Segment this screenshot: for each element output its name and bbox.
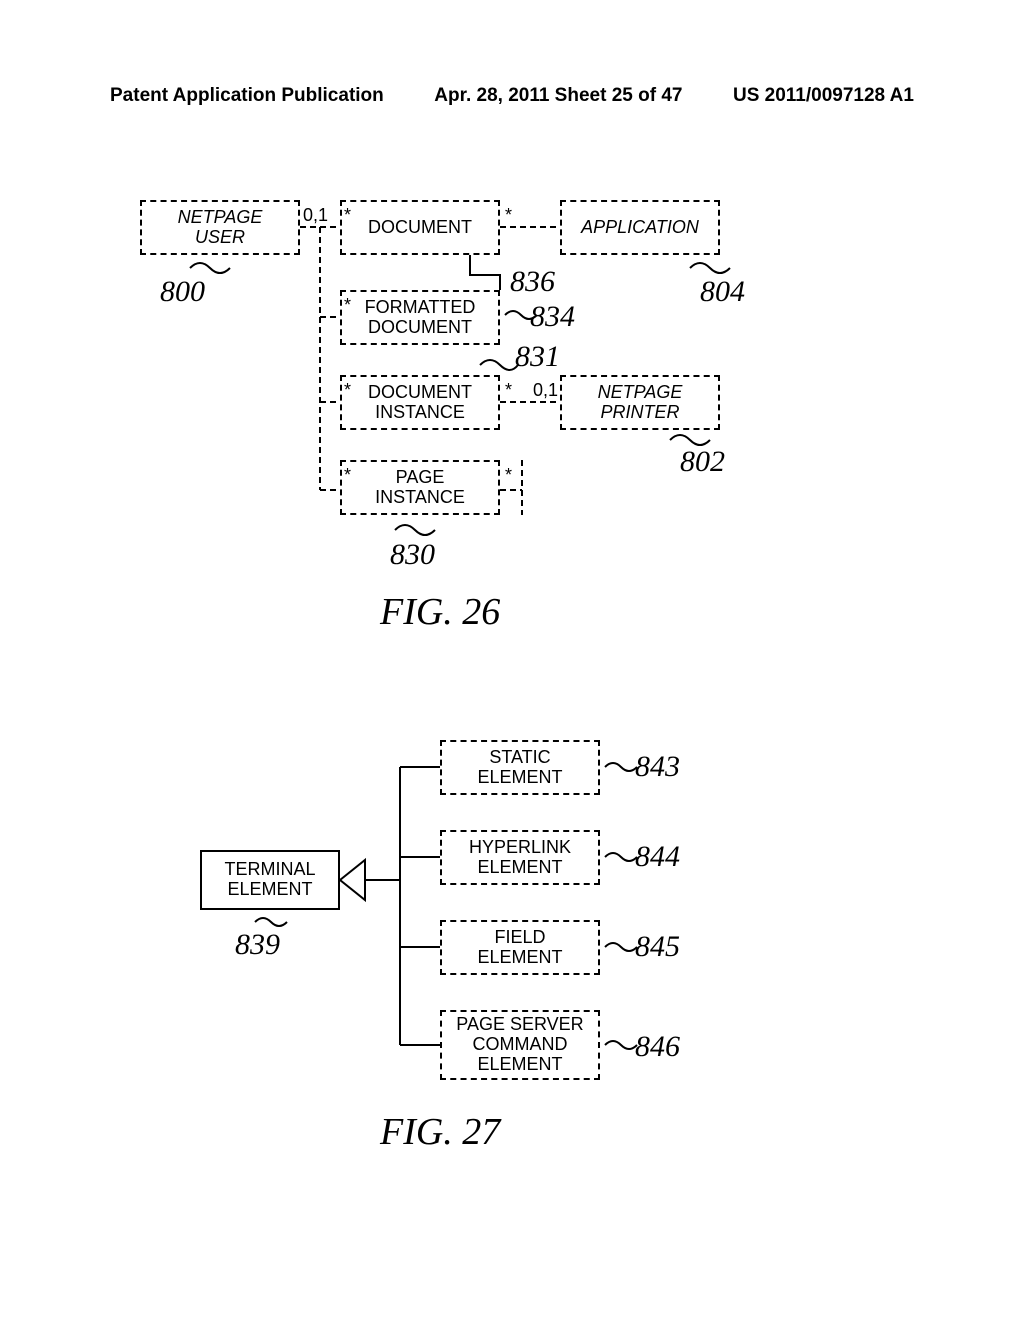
ref-836: 836 bbox=[510, 265, 555, 299]
mult-star: * bbox=[505, 465, 512, 486]
ref-802: 802 bbox=[680, 445, 725, 479]
text: ELEMENT bbox=[477, 768, 562, 788]
ref-830: 830 bbox=[390, 538, 435, 572]
text: ELEMENT bbox=[477, 858, 562, 878]
mult-01: 0,1 bbox=[533, 380, 558, 401]
mult-star: * bbox=[505, 205, 512, 226]
mult-star: * bbox=[344, 465, 351, 486]
text: USER bbox=[195, 228, 245, 248]
text: ELEMENT bbox=[477, 1055, 562, 1075]
connectors bbox=[0, 0, 1024, 1320]
application-box: APPLICATION bbox=[560, 200, 720, 255]
text: FIELD bbox=[494, 928, 545, 948]
formatted-document-box: FORMATTED DOCUMENT bbox=[340, 290, 500, 345]
mult-star: * bbox=[344, 380, 351, 401]
terminal-element-box: TERMINAL ELEMENT bbox=[200, 850, 340, 910]
ref-800: 800 bbox=[160, 275, 205, 309]
fig26-caption: FIG. 26 bbox=[380, 590, 500, 634]
text: TERMINAL bbox=[224, 860, 315, 880]
hyperlink-element-box: HYPERLINK ELEMENT bbox=[440, 830, 600, 885]
header-left: Patent Application Publication bbox=[110, 85, 384, 107]
page-instance-box: PAGE INSTANCE bbox=[340, 460, 500, 515]
text: NETPAGE bbox=[598, 383, 683, 403]
ref-804: 804 bbox=[700, 275, 745, 309]
text: DOCUMENT bbox=[368, 218, 472, 238]
text: APPLICATION bbox=[581, 218, 699, 238]
text: STATIC bbox=[489, 748, 550, 768]
netpage-user-box: NETPAGE USER bbox=[140, 200, 300, 255]
text: PRINTER bbox=[600, 403, 679, 423]
mult-star: * bbox=[344, 205, 351, 226]
page-header: Patent Application Publication Apr. 28, … bbox=[0, 85, 1024, 107]
document-box: DOCUMENT bbox=[340, 200, 500, 255]
ref-844: 844 bbox=[635, 840, 680, 874]
mult-01: 0,1 bbox=[303, 205, 328, 226]
document-instance-box: DOCUMENT INSTANCE bbox=[340, 375, 500, 430]
text: NETPAGE bbox=[178, 208, 263, 228]
ref-845: 845 bbox=[635, 930, 680, 964]
mult-star: * bbox=[344, 295, 351, 316]
ref-839: 839 bbox=[235, 928, 280, 962]
mult-star: * bbox=[505, 380, 512, 401]
static-element-box: STATIC ELEMENT bbox=[440, 740, 600, 795]
ref-834: 834 bbox=[530, 300, 575, 334]
ref-846: 846 bbox=[635, 1030, 680, 1064]
page-server-command-element-box: PAGE SERVER COMMAND ELEMENT bbox=[440, 1010, 600, 1080]
text: DOCUMENT bbox=[368, 318, 472, 338]
text: ELEMENT bbox=[477, 948, 562, 968]
text: HYPERLINK bbox=[469, 838, 571, 858]
fig27-caption: FIG. 27 bbox=[380, 1110, 500, 1154]
header-right: US 2011/0097128 A1 bbox=[733, 85, 914, 107]
text: DOCUMENT bbox=[368, 383, 472, 403]
text: INSTANCE bbox=[375, 488, 465, 508]
text: PAGE bbox=[396, 468, 445, 488]
ref-831: 831 bbox=[515, 340, 560, 374]
text: FORMATTED bbox=[365, 298, 476, 318]
header-center: Apr. 28, 2011 Sheet 25 of 47 bbox=[434, 85, 682, 107]
text: INSTANCE bbox=[375, 403, 465, 423]
text: PAGE SERVER bbox=[456, 1015, 583, 1035]
ref-843: 843 bbox=[635, 750, 680, 784]
text: COMMAND bbox=[473, 1035, 568, 1055]
text: ELEMENT bbox=[227, 880, 312, 900]
netpage-printer-box: NETPAGE PRINTER bbox=[560, 375, 720, 430]
field-element-box: FIELD ELEMENT bbox=[440, 920, 600, 975]
